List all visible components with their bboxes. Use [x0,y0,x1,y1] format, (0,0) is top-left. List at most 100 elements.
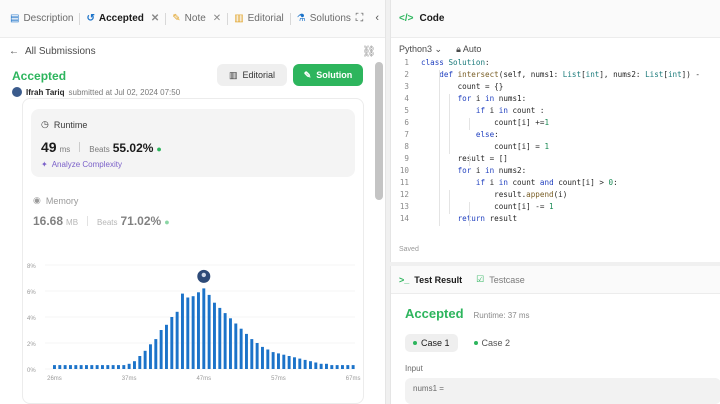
autosave-toggle[interactable]: 🔒︎ Auto [456,44,481,55]
chart-bar[interactable] [223,313,227,369]
tab-note[interactable]: ✎ Note ✕ [168,0,225,38]
close-icon[interactable]: ✕ [150,13,160,24]
chart-bar[interactable] [127,363,131,369]
code-line[interactable]: 1 class Solution: [391,58,489,70]
chart-bar[interactable] [303,359,307,369]
chart-bar[interactable] [138,356,142,369]
chart-bar[interactable] [149,344,152,369]
scrollbar[interactable] [375,62,383,200]
chart-bar[interactable] [207,294,211,369]
chart-bar[interactable] [341,365,344,369]
editorial-button[interactable]: ▥ Editorial [217,64,287,86]
code-line[interactable]: 8 count[i] = 1 [391,142,549,154]
tab-accepted[interactable]: ↺ Accepted ✕ [82,0,163,38]
chart-bar[interactable] [314,362,318,370]
chart-bar[interactable] [101,365,104,369]
case-1-tab[interactable]: Case 1 [405,334,458,352]
memory-label[interactable]: ◉ Memory [33,195,78,206]
chart-bar[interactable] [325,363,328,369]
chart-bar[interactable] [63,365,67,369]
close-icon[interactable]: ✕ [212,13,222,24]
author-name[interactable]: Ifrah Tariq [26,87,65,97]
chart-bar[interactable] [95,365,99,369]
chart-bar[interactable] [175,311,179,369]
code-line[interactable]: 12 result.append(i) [391,190,567,202]
chart-bar[interactable] [234,323,238,370]
back-to-submissions[interactable]: ← All Submissions ⛓ [0,38,385,64]
chart-bar[interactable] [143,350,147,369]
chart-bar[interactable] [85,365,88,369]
code-line[interactable]: 9 result = [] [391,154,507,166]
chart-bar[interactable] [250,339,254,369]
expand-icon[interactable]: ⛶ [355,12,364,24]
chart-bar[interactable] [319,363,323,369]
chart-bar[interactable] [282,354,286,369]
chart-bar[interactable] [298,358,302,369]
chart-bar[interactable] [213,302,216,369]
chart-bar[interactable] [346,365,350,369]
case-2-tab[interactable]: Case 2 [466,334,519,352]
chart-bar[interactable] [117,365,120,369]
code-line[interactable]: 11 if i in count and count[i] > 0: [391,178,618,190]
chart-bar[interactable] [170,317,174,369]
chart-bar[interactable] [181,293,184,369]
code-line[interactable]: 3 count = {} [391,82,503,94]
chart-bar[interactable] [165,324,168,369]
chart-bar[interactable] [191,296,195,369]
chart-bar[interactable] [351,365,355,369]
chart-bar[interactable] [202,288,206,369]
language-select[interactable]: Python3 ⌄ [399,44,442,55]
code-line[interactable]: 5 if i in count : [391,106,544,118]
code-line[interactable]: 7 else: [391,130,498,142]
chart-bar[interactable] [277,353,280,369]
link-icon[interactable]: ⛓ [362,45,376,58]
chart-bar[interactable] [106,365,110,369]
chart-bar[interactable] [90,365,94,369]
chart-bar[interactable] [197,292,200,369]
chart-bar[interactable] [186,297,190,370]
chart-bar[interactable] [293,357,296,369]
chart-bar[interactable] [159,330,163,369]
chart-bar[interactable] [255,343,259,369]
avatar[interactable] [12,87,22,97]
tab-test-result[interactable]: >_ Test Result [399,275,462,285]
chart-bar[interactable] [239,328,243,369]
collapse-chevron-icon[interactable]: ‹ [375,12,379,24]
chart-bar[interactable] [53,365,56,369]
chart-bar[interactable] [79,365,83,369]
chart-bar[interactable] [335,365,339,369]
chart-bar[interactable] [266,349,270,370]
code-title[interactable]: Code [419,13,445,24]
chart-bar[interactable] [309,361,312,369]
runtime-distribution-chart[interactable]: 8% 6% 4% 2% 0% 26ms 37ms 47ms 57ms 67ms [23,249,363,389]
code-editor[interactable]: 1 class Solution: 2 def intersect(self, nu… [391,58,720,230]
chart-bar[interactable] [133,361,136,369]
code-line[interactable]: 6 count[i] +=1 [391,118,549,130]
code-line[interactable]: 14 return result [391,214,517,226]
analyze-complexity-link[interactable]: ✦ Analyze Complexity [41,160,122,169]
chart-bar[interactable] [74,365,78,369]
code-line[interactable]: 13 count[i] -= 1 [391,202,554,214]
chart-bar[interactable] [330,365,334,369]
tab-description[interactable]: ▤ Description [6,0,77,38]
chart-bar[interactable] [245,333,248,369]
code-line[interactable]: 4 for i in nums1: [391,94,526,106]
chart-bar[interactable] [69,365,72,369]
chart-bar[interactable] [58,365,62,369]
chart-bar[interactable] [229,318,232,369]
chart-bar[interactable] [218,307,222,369]
chart-bar[interactable] [154,339,158,369]
solution-button[interactable]: ✎ Solution [293,64,363,86]
code-line[interactable]: 2 def intersect(self, nums1: List[int], … [391,70,700,82]
chart-bar[interactable] [111,365,115,369]
tab-editorial[interactable]: ▥ Editorial [230,0,288,38]
chart-bar[interactable] [122,365,126,369]
input-value-box[interactable]: nums1 = [405,378,720,404]
tab-testcase[interactable]: ☑ Testcase [476,274,525,285]
chart-bar[interactable] [271,352,275,369]
code-line[interactable]: 10 for i in nums2: [391,166,526,178]
chart-bar[interactable] [287,356,291,369]
chart-bar[interactable] [261,346,264,369]
tab-solutions[interactable]: ⚗ Solutions [293,0,355,38]
runtime-box[interactable]: ◷ Runtime 49 ms Beats 55.02% ● ✦ Analyze… [31,109,355,177]
